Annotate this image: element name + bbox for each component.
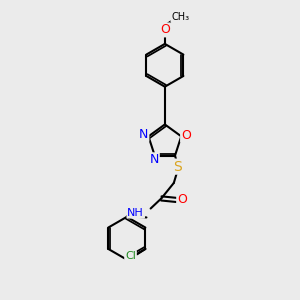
Text: O: O (160, 23, 170, 36)
Text: N: N (139, 128, 148, 141)
Text: O: O (181, 129, 191, 142)
Text: NH: NH (127, 208, 144, 218)
Text: S: S (173, 160, 182, 174)
Text: CH₃: CH₃ (171, 12, 189, 22)
Text: N: N (149, 153, 159, 166)
Text: O: O (177, 193, 187, 206)
Text: Cl: Cl (125, 251, 136, 261)
